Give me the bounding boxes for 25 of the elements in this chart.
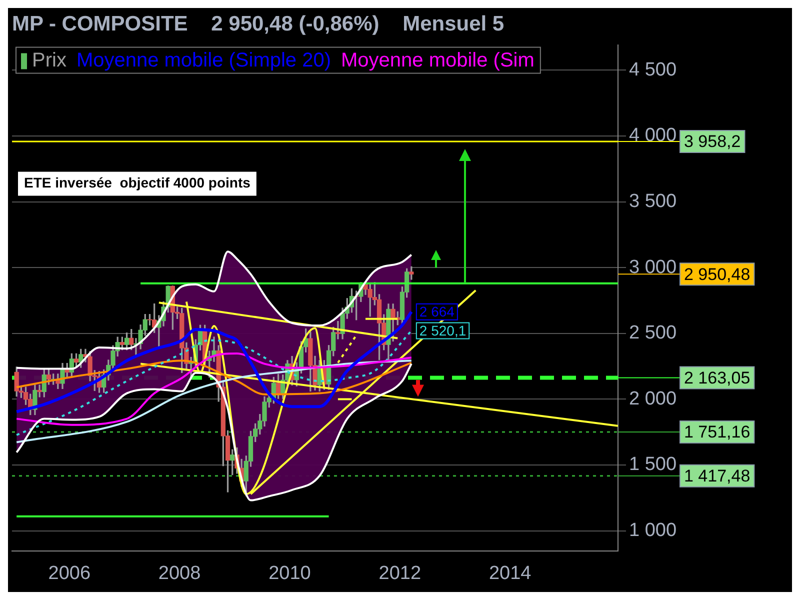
ref-line-label: 1 417,48	[684, 466, 750, 486]
y-tick-label: 1 000	[629, 520, 677, 542]
y-tick-label: 4 500	[629, 59, 677, 80]
y-tick-label: 3 000	[629, 256, 677, 278]
data-label: 2 664	[419, 304, 455, 320]
text: Moyenne mobile (Simple 20)	[76, 50, 332, 72]
y-tick-label: 4 000	[629, 125, 677, 146]
legend-label: Prix	[32, 50, 66, 72]
text: Moyenne mobile (Sim	[341, 50, 534, 72]
ref-line-label: 3 958,2	[684, 132, 741, 152]
y-tick-label: 3 500	[629, 191, 677, 212]
ref-line-label: 1 751,16	[684, 422, 750, 442]
x-tick-label: 2010	[268, 562, 311, 584]
text: 2 950,48	[684, 264, 750, 284]
x-tick-label: 2008	[158, 562, 201, 584]
chart-title: MP - COMPOSITE 2 950,48 (-0,86%) Mensuel 5	[12, 12, 504, 36]
y-tick-label: 2 000	[629, 388, 677, 410]
x-tick-label: 2006	[48, 562, 91, 584]
ref-line-label: 2 163,05	[684, 368, 750, 388]
y-tick-label: 2 500	[629, 322, 677, 344]
data-label: 2 520,1	[419, 322, 466, 339]
x-tick-label: 2014	[488, 562, 532, 584]
y-tick-label: 1 500	[629, 454, 677, 476]
x-tick-label: 2012	[378, 562, 422, 584]
annotation: ETE inversée objectif 4000 points	[24, 174, 251, 191]
